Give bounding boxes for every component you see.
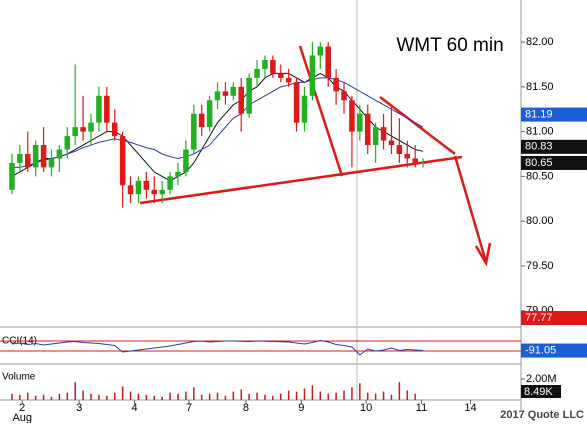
candle-body: [159, 189, 165, 195]
month-label: Aug: [12, 412, 32, 423]
candle-body: [48, 158, 55, 168]
candle-body: [396, 145, 403, 154]
price-tag: [521, 107, 587, 122]
y-tick-label: 81.00: [526, 126, 554, 138]
candle-body: [254, 68, 260, 78]
candle-body: [191, 113, 197, 150]
candle-body: [293, 82, 300, 123]
y-tick-label: 2.00M: [526, 373, 557, 385]
candle-body: [301, 95, 308, 123]
price-tag-label: 80.83: [525, 141, 553, 153]
candle-body: [246, 77, 252, 114]
candle-body: [151, 189, 158, 195]
candle-body: [380, 127, 387, 141]
candle-body: [262, 59, 268, 69]
candle-body: [309, 55, 316, 96]
candle-body: [238, 86, 245, 114]
volume-tag-label: 8.49K: [524, 386, 553, 398]
price-tag: [521, 139, 587, 154]
candle-body: [119, 136, 126, 186]
candle-body: [167, 176, 173, 190]
candle-body: [32, 145, 39, 168]
candle-body: [349, 100, 355, 132]
candle-body: [88, 122, 94, 132]
candle-body: [277, 73, 284, 78]
candle-body: [80, 127, 86, 132]
candle-body: [372, 127, 379, 146]
arrow: [453, 155, 488, 263]
candle-body: [325, 46, 331, 78]
x-tick-label: 7: [186, 402, 192, 414]
price-tag-label: 80.65: [525, 157, 553, 169]
volume-tag: [521, 385, 561, 398]
price-tag: [521, 311, 587, 325]
candle-body: [230, 86, 237, 96]
footer: 2017 Quote LLC: [500, 409, 584, 421]
y-tick-label: 81.50: [526, 81, 554, 93]
candle-body: [175, 171, 181, 177]
candle-body: [198, 113, 205, 128]
candle-body: [111, 122, 118, 137]
y-tick-label: 80.50: [526, 170, 554, 182]
candle-body: [270, 59, 276, 74]
candle-body: [317, 46, 324, 56]
chart-title: WMT 60 min: [396, 35, 503, 56]
candle-body: [214, 91, 221, 101]
annotations: [139, 45, 492, 267]
candle-body: [341, 91, 347, 101]
candle-body: [206, 100, 213, 128]
y-tick-label: 80.00: [526, 215, 554, 227]
x-tick-label: 14: [464, 402, 476, 414]
x-tick-label: 2: [19, 402, 25, 414]
candle-body: [135, 180, 142, 195]
panel-label: Volume: [2, 372, 36, 383]
candle-body: [364, 113, 371, 146]
x-tick-label: 11: [416, 402, 427, 414]
arrow-head: [474, 242, 492, 267]
price-tag-label: 77.77: [525, 312, 553, 324]
candle-body: [143, 180, 150, 190]
candle-body: [96, 95, 102, 123]
cci-tag-label: -91.05: [525, 344, 556, 356]
cci-tag: [521, 343, 587, 358]
moving-average: [11, 77, 424, 168]
candle-body: [56, 149, 63, 159]
candle-body: [64, 136, 71, 150]
candle-body: [9, 162, 15, 190]
support-line: [139, 155, 463, 205]
cci-line: [11, 339, 424, 356]
candle-body: [333, 77, 339, 92]
y-tick-label: 82.00: [526, 36, 554, 48]
candle-body: [24, 153, 31, 168]
y-tick-label: 79.50: [526, 260, 554, 272]
x-tick-label: 8: [243, 402, 249, 414]
candle-body: [104, 95, 110, 123]
trend-line: [298, 45, 344, 177]
candle-body: [404, 153, 411, 159]
candle-body: [127, 185, 134, 195]
candle-body: [357, 113, 363, 132]
candle-body: [388, 140, 395, 146]
candle-body: [222, 91, 229, 96]
candle-body: [412, 158, 418, 163]
candle-body: [420, 162, 426, 164]
x-tick-label: 3: [76, 402, 82, 414]
price-tag-label: 81.19: [525, 109, 553, 121]
candle-body: [285, 77, 292, 83]
candle-body: [72, 127, 78, 137]
x-tick-label: 10: [360, 402, 372, 414]
candle-body: [40, 145, 47, 168]
x-tick-label: 9: [298, 402, 304, 414]
trend-line: [379, 96, 456, 155]
price-tag: [521, 155, 587, 170]
x-tick-label: 4: [131, 402, 137, 414]
candle-body: [17, 153, 23, 163]
candle-body: [183, 149, 189, 172]
